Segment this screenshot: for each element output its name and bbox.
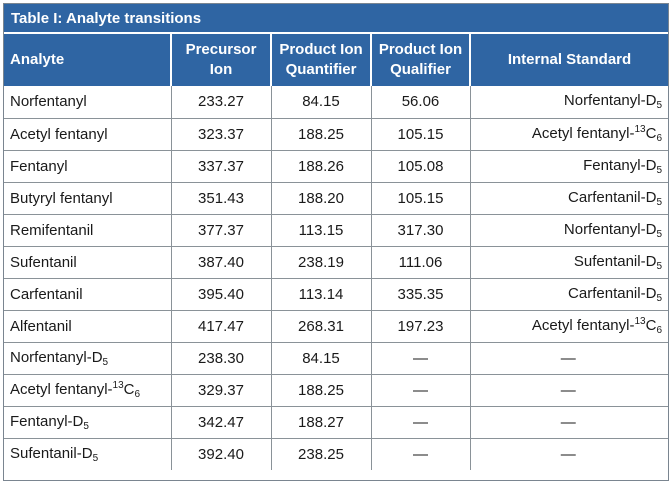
cell-internal-standard: — xyxy=(469,341,668,375)
cell-analyte: Fentanyl xyxy=(4,149,172,183)
header-row: Analyte Precursor Ion Product Ion Quanti… xyxy=(4,34,668,86)
cell-precursor-ion: 392.40 xyxy=(170,437,272,470)
cell-precursor-ion: 337.37 xyxy=(170,149,272,183)
cell-precursor-ion: 351.43 xyxy=(170,181,272,215)
cell-qualifier: — xyxy=(370,405,471,439)
cell-qualifier: 105.08 xyxy=(370,149,471,183)
cell-internal-standard: Acetyl fentanyl-13C6 xyxy=(469,117,668,151)
cell-precursor-ion: 377.37 xyxy=(170,213,272,247)
cell-precursor-ion: 238.30 xyxy=(170,341,272,375)
header-internal-standard: Internal Standard xyxy=(469,34,668,86)
cell-precursor-ion: 417.47 xyxy=(170,309,272,343)
cell-analyte: Acetyl fentanyl xyxy=(4,117,172,151)
cell-analyte: Butyryl fentanyl xyxy=(4,181,172,215)
cell-precursor-ion: 387.40 xyxy=(170,245,272,279)
data-table: Analyte Precursor Ion Product Ion Quanti… xyxy=(4,34,668,470)
cell-analyte: Remifentanil xyxy=(4,213,172,247)
cell-quantifier: 84.15 xyxy=(270,86,372,119)
cell-precursor-ion: 329.37 xyxy=(170,373,272,407)
header-precursor-ion: Precursor Ion xyxy=(170,34,271,86)
table-row: Sufentanil 387.40 238.19 111.06 Sufentanil-D… xyxy=(4,245,668,279)
cell-precursor-ion: 233.27 xyxy=(170,86,272,119)
cell-quantifier: 188.25 xyxy=(270,373,372,407)
cell-internal-standard: — xyxy=(469,405,668,439)
cell-qualifier: 111.06 xyxy=(370,245,471,279)
cell-precursor-ion: 395.40 xyxy=(170,277,272,311)
cell-quantifier: 188.20 xyxy=(270,181,372,215)
table-row: Acetyl fentanyl 323.37 188.25 105.15 Acetyl … xyxy=(4,117,668,151)
cell-quantifier: 113.14 xyxy=(270,277,372,311)
table-row: Fentanyl 337.37 188.26 105.08 Fentanyl-D5 xyxy=(4,149,668,183)
cell-qualifier: — xyxy=(370,341,471,375)
cell-internal-standard: Carfentanil-D5 xyxy=(469,181,668,215)
cell-analyte: Norfentanyl xyxy=(4,86,172,119)
table-row: Carfentanil 395.40 113.14 335.35 Carfentanil… xyxy=(4,277,668,311)
table-row: Remifentanil 377.37 113.15 317.30 Norfentany… xyxy=(4,213,668,247)
table-row: Norfentanyl 233.27 84.15 56.06 Norfentanyl-D… xyxy=(4,86,668,119)
header-product-ion-quantifier: Product Ion Quantifier xyxy=(270,34,371,86)
cell-precursor-ion: 323.37 xyxy=(170,117,272,151)
cell-internal-standard: Fentanyl-D5 xyxy=(469,149,668,183)
cell-precursor-ion: 342.47 xyxy=(170,405,272,439)
cell-analyte: Sufentanil-D5 xyxy=(4,437,172,470)
analyte-transitions-table: Table I: Analyte transitions Analyte Pre… xyxy=(3,3,669,481)
cell-internal-standard: Sufentanil-D5 xyxy=(469,245,668,279)
cell-analyte: Carfentanil xyxy=(4,277,172,311)
cell-analyte: Sufentanil xyxy=(4,245,172,279)
cell-quantifier: 188.25 xyxy=(270,117,372,151)
cell-quantifier: 268.31 xyxy=(270,309,372,343)
table-title: Table I: Analyte transitions xyxy=(4,4,668,34)
cell-quantifier: 238.25 xyxy=(270,437,372,470)
cell-internal-standard: Carfentanil-D5 xyxy=(469,277,668,311)
table-row: Acetyl fentanyl-13C6 329.37 188.25— — xyxy=(4,373,668,407)
cell-quantifier: 238.19 xyxy=(270,245,372,279)
table-row: Sufentanil-D5 392.40 238.25— — xyxy=(4,437,668,470)
table-row: Norfentanyl-D5 238.30 84.15— — xyxy=(4,341,668,375)
cell-quantifier: 113.15 xyxy=(270,213,372,247)
cell-qualifier: — xyxy=(370,437,471,470)
cell-internal-standard: Norfentanyl-D5 xyxy=(469,213,668,247)
cell-internal-standard: — xyxy=(469,373,668,407)
cell-quantifier: 188.26 xyxy=(270,149,372,183)
cell-qualifier: 335.35 xyxy=(370,277,471,311)
cell-analyte: Fentanyl-D5 xyxy=(4,405,172,439)
cell-qualifier: 56.06 xyxy=(370,86,471,119)
cell-analyte: Norfentanyl-D5 xyxy=(4,341,172,375)
cell-qualifier: 317.30 xyxy=(370,213,471,247)
cell-qualifier: 105.15 xyxy=(370,117,471,151)
cell-internal-standard: — xyxy=(469,437,668,470)
header-product-ion-qualifier: Product Ion Qualifier xyxy=(370,34,470,86)
cell-quantifier: 84.15 xyxy=(270,341,372,375)
cell-quantifier: 188.27 xyxy=(270,405,372,439)
cell-analyte: Acetyl fentanyl-13C6 xyxy=(4,373,172,407)
cell-internal-standard: Acetyl fentanyl-13C6 xyxy=(469,309,668,343)
table-row: Butyryl fentanyl 351.43 188.20 105.15 Carfen… xyxy=(4,181,668,215)
header-analyte: Analyte xyxy=(4,34,171,86)
cell-qualifier: — xyxy=(370,373,471,407)
table-row: Fentanyl-D5 342.47 188.27— — xyxy=(4,405,668,439)
table-row: Alfentanil 417.47 268.31 197.23 Acetyl fenta… xyxy=(4,309,668,343)
cell-internal-standard: Norfentanyl-D5 xyxy=(469,86,668,119)
cell-analyte: Alfentanil xyxy=(4,309,172,343)
cell-qualifier: 197.23 xyxy=(370,309,471,343)
cell-qualifier: 105.15 xyxy=(370,181,471,215)
